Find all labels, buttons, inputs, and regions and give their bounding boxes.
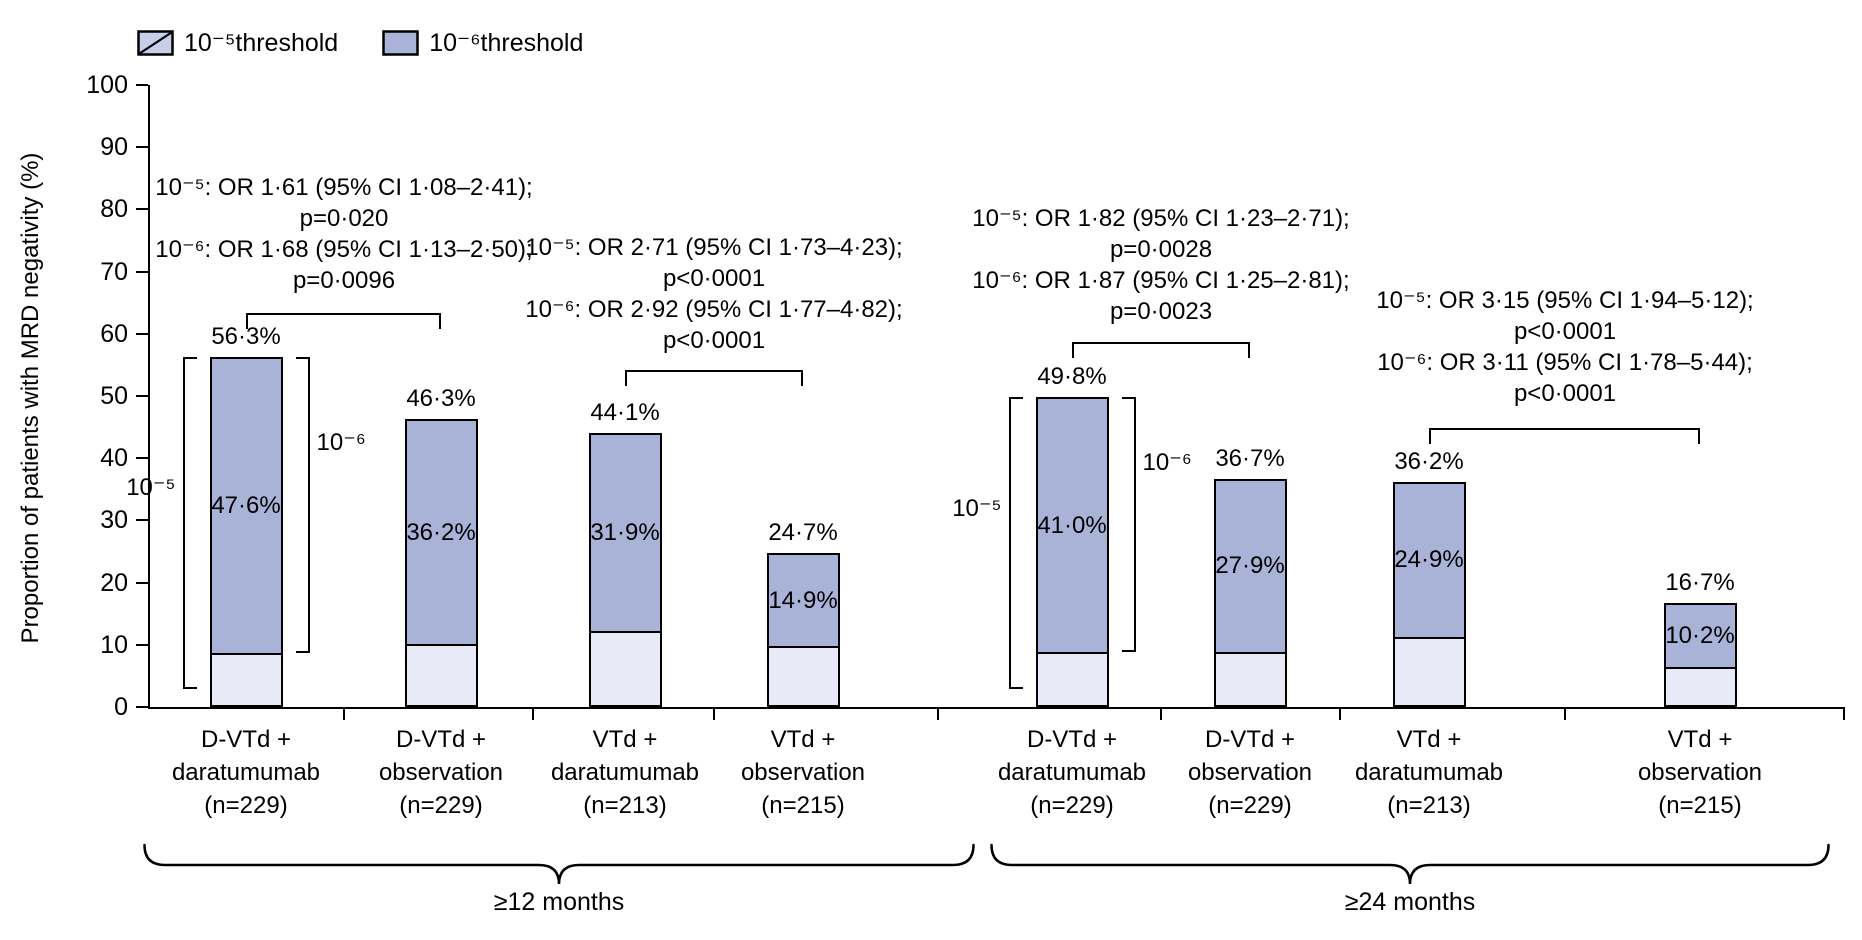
x-axis-line	[148, 707, 1845, 709]
bar: 10·2%	[1663, 603, 1737, 707]
y-tick	[136, 581, 148, 584]
y-tick	[136, 519, 148, 522]
x-divider-tick	[936, 707, 939, 720]
y-tick	[136, 208, 148, 211]
bar: 31·9%	[588, 432, 662, 707]
bar-threshold6-segment: 41·0%	[1037, 399, 1107, 655]
y-axis-line	[148, 85, 150, 709]
comparison-annotation: 10⁻⁵: OR 3·15 (95% CI 1·94–5·12); p<0·00…	[1376, 287, 1754, 407]
group-brace	[990, 843, 1830, 885]
comparison-annotation: 10⁻⁵: OR 1·82 (95% CI 1·23–2·71); p=0·00…	[972, 205, 1350, 325]
threshold5-bracket-label: 10⁻⁵	[126, 474, 176, 502]
threshold6-bracket-label: 10⁻⁶	[1142, 448, 1192, 476]
bar-threshold6-segment: 24·9%	[1394, 483, 1464, 639]
x-divider-tick	[713, 707, 715, 720]
comparison-bracket	[246, 313, 441, 329]
bar-category-label: D-VTd + observation (n=229)	[1187, 726, 1313, 819]
y-tick	[136, 332, 148, 335]
bar-threshold6-segment: 36·2%	[406, 421, 476, 647]
bar-total-label: 49·8%	[1037, 363, 1107, 391]
y-tick-label: 60	[100, 319, 128, 348]
bar-threshold6-segment: 47·6%	[211, 358, 281, 655]
bar: 47·6%	[209, 356, 283, 707]
bar: 14·9%	[766, 553, 840, 707]
comparison-annotation: 10⁻⁵: OR 2·71 (95% CI 1·73–4·23); p<0·00…	[525, 234, 903, 354]
solid-swatch-icon	[382, 29, 419, 56]
y-tick	[136, 84, 148, 86]
x-divider-tick	[1160, 707, 1162, 720]
y-tick-label: 30	[100, 506, 128, 535]
y-tick	[136, 146, 148, 149]
x-divider-tick	[1563, 707, 1566, 720]
bar-category-label: VTd + observation (n=215)	[740, 726, 866, 819]
threshold5-bracket-label: 10⁻⁵	[952, 494, 1002, 522]
comparison-annotation: 10⁻⁵: OR 1·61 (95% CI 1·08–2·41); p=0·02…	[155, 174, 533, 294]
y-tick	[136, 270, 148, 273]
x-divider-tick	[532, 707, 534, 720]
bar-threshold6-segment: 31·9%	[590, 434, 660, 634]
hatched-swatch-icon	[137, 29, 174, 56]
bar: 41·0%	[1035, 397, 1109, 707]
bar-category-label: D-VTd + daratumumab (n=229)	[997, 726, 1147, 819]
y-tick-label: 90	[100, 133, 128, 162]
threshold5-bracket	[1008, 397, 1023, 689]
bar-total-label: 16·7%	[1665, 569, 1735, 597]
legend: 10⁻⁵threshold 10⁻⁶threshold	[137, 28, 583, 58]
bar-category-label: D-VTd + daratumumab (n=229)	[171, 726, 321, 819]
bar-total-label: 44·1%	[590, 398, 660, 426]
y-tick-label: 50	[100, 382, 128, 410]
y-tick	[136, 706, 148, 708]
comparison-bracket	[1072, 342, 1250, 358]
bar-total-label: 24·7%	[768, 519, 838, 547]
threshold6-bracket-label: 10⁻⁶	[316, 428, 366, 456]
x-divider-tick	[1338, 707, 1341, 720]
x-divider-tick	[342, 707, 345, 720]
bar-category-label: D-VTd + observation (n=229)	[378, 726, 504, 819]
y-tick	[136, 395, 148, 397]
bar-category-label: VTd + daratumumab (n=213)	[1354, 726, 1504, 819]
bar-total-label: 36·7%	[1215, 444, 1285, 472]
threshold6-bracket	[1121, 397, 1136, 653]
bar: 27·9%	[1213, 478, 1287, 707]
bar-threshold6-segment: 10·2%	[1665, 605, 1735, 669]
x-divider-tick	[1843, 707, 1845, 720]
y-tick-label: 0	[114, 693, 128, 721]
legend-item: 10⁻⁵threshold	[137, 28, 338, 58]
y-tick-label: 20	[100, 568, 128, 597]
y-tick	[136, 457, 148, 460]
legend-item: 10⁻⁶threshold	[382, 28, 583, 58]
bar: 24·9%	[1392, 481, 1466, 707]
group-label: ≥24 months	[1344, 888, 1476, 916]
bar-total-label: 46·3%	[406, 385, 476, 412]
bar-category-label: VTd + daratumumab (n=213)	[550, 726, 700, 819]
legend-label: 10⁻⁶threshold	[429, 29, 584, 57]
comparison-bracket	[1429, 428, 1700, 444]
y-tick	[136, 643, 148, 646]
bar-threshold6-segment: 27·9%	[1215, 480, 1285, 655]
comparison-bracket	[625, 370, 803, 386]
threshold6-bracket	[295, 356, 310, 653]
bar-category-label: VTd + observation (n=215)	[1637, 726, 1763, 819]
y-tick-label: 10	[100, 630, 128, 659]
y-tick-label: 40	[100, 444, 128, 473]
legend-label: 10⁻⁵threshold	[184, 29, 339, 57]
bar-total-label: 36·2%	[1394, 447, 1464, 475]
group-label: ≥12 months	[493, 888, 625, 916]
bar-threshold6-segment: 14·9%	[768, 555, 838, 649]
y-tick-label: 100	[86, 71, 128, 99]
bar: 36·2%	[404, 419, 478, 707]
threshold5-bracket	[182, 356, 197, 689]
group-brace	[143, 843, 975, 885]
y-tick-label: 70	[100, 257, 128, 286]
y-tick-label: 80	[100, 195, 128, 224]
